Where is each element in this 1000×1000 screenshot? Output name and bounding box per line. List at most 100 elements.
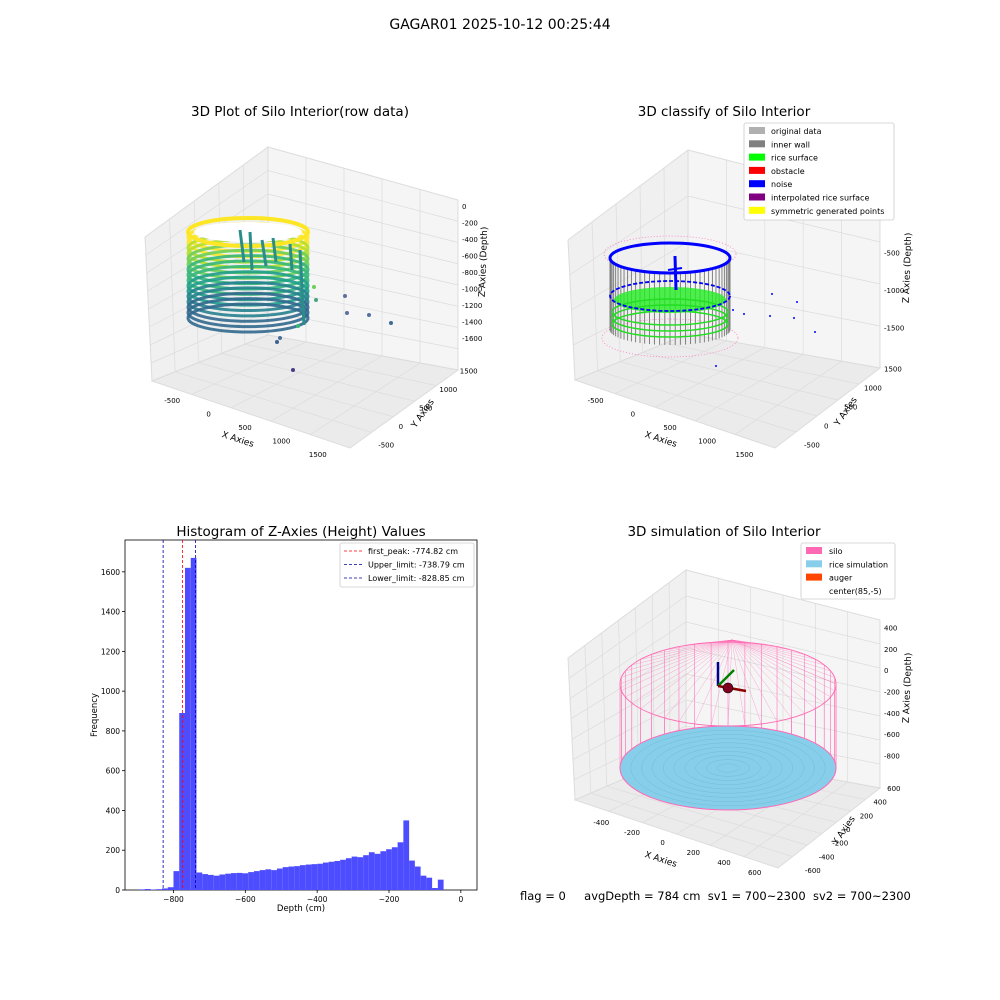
silo-roof-line	[664, 639, 733, 719]
histogram-bar	[420, 875, 427, 890]
legend-label: obstacle	[771, 167, 805, 176]
ring-band	[186, 302, 310, 334]
tick-label: -500	[588, 397, 604, 405]
silo-roof-line	[731, 639, 792, 719]
rice-mesh-ring	[695, 755, 761, 781]
rice-mesh-ring	[630, 730, 826, 807]
silo-simulation	[619, 639, 837, 811]
histogram-bar	[345, 858, 352, 890]
legend: first_peak: -774.82 cm Upper_limit: -738.…	[339, 542, 475, 588]
histogram-bar	[276, 868, 283, 890]
grid-line	[694, 180, 804, 422]
axis-title: 3D simulation of Silo Interior	[627, 524, 821, 540]
histogram-bar	[299, 865, 306, 890]
tick-label: 600	[887, 785, 900, 793]
noise-point	[793, 317, 795, 319]
reference-lines	[162, 540, 196, 890]
silo-roof-line	[731, 639, 816, 709]
silo-roof-line	[731, 639, 835, 691]
legend-label: Upper_limit: -738.79 cm	[368, 561, 465, 570]
tick-label: 1600	[101, 568, 120, 577]
tick-label: 0	[824, 423, 828, 431]
panel-classify-3d: 3D classify of Silo Interior -500 0 500 100…	[567, 104, 914, 459]
tick-label: 400	[106, 806, 121, 815]
tick-label: 200	[884, 646, 897, 654]
histogram-bar	[202, 874, 208, 890]
z-axis-label: Z Axies (Depth)	[902, 653, 914, 724]
tick-label: 500	[844, 404, 857, 412]
y-tick-labels: -500 0 500 1000 1500	[378, 367, 477, 449]
tick-label: 1400	[101, 608, 120, 617]
tick-label: 600	[106, 767, 121, 776]
tick-label: -500	[164, 397, 180, 405]
x-tick-labels: −800 −600 −400 −200 0	[163, 890, 463, 904]
x-axis-label: Depth (cm)	[277, 904, 325, 914]
legend-label: symmetric generated points	[771, 207, 884, 216]
tick-label: 1000	[439, 386, 457, 394]
histogram-bar	[397, 842, 404, 890]
tick-label: -400	[819, 853, 835, 861]
tick-label: −200	[379, 895, 400, 904]
grid-line	[231, 168, 345, 409]
histogram-bar	[184, 567, 191, 890]
legend-swatch	[749, 140, 765, 148]
histogram-bar	[156, 889, 162, 890]
tick-label: 400	[873, 799, 886, 807]
noise-point	[743, 313, 745, 315]
histogram-bar	[322, 862, 329, 890]
grid-line	[150, 311, 459, 364]
grid-line	[145, 170, 459, 256]
tick-label: −800	[163, 895, 184, 904]
histogram-bar	[213, 875, 220, 890]
legend-swatch	[749, 153, 765, 161]
outlier-point	[389, 321, 393, 325]
noise-rim	[608, 241, 732, 275]
scatter-outlier-points	[275, 285, 393, 372]
histogram-bar	[317, 863, 323, 890]
noise-point	[732, 309, 734, 311]
symmetric-ring	[603, 235, 737, 273]
legend-label: auger	[829, 574, 853, 583]
noise-point	[814, 331, 816, 333]
center-marker	[722, 682, 734, 694]
outlier-point	[314, 298, 318, 302]
histogram-bar	[161, 888, 168, 890]
tick-label: 500	[419, 405, 432, 413]
rice-mesh-ring	[717, 763, 740, 773]
silo-roof-line	[640, 639, 733, 709]
tick-label: -500	[804, 442, 820, 450]
legend-swatch	[749, 180, 765, 188]
silo-roof-line	[731, 639, 778, 722]
z-tick-labels: 0-500-1000-1500	[884, 212, 904, 333]
opening	[194, 222, 302, 242]
ring-band	[186, 297, 310, 329]
top-rim	[186, 216, 310, 248]
silo-roof-line	[694, 639, 733, 725]
tick-label: 0	[660, 839, 664, 847]
histogram-bar	[265, 869, 272, 890]
silo-roof-line	[625, 639, 733, 672]
tick-label: 0	[631, 410, 635, 418]
legend: original data inner wall rice surface obsta…	[743, 122, 895, 221]
silo-roof-line	[621, 639, 733, 691]
z-tick-labels: 400 200 0 -200 -400 -600 -800	[884, 625, 900, 761]
histogram-bar	[196, 872, 203, 890]
tick-label: 1500	[884, 366, 902, 374]
histogram-bar	[334, 860, 341, 890]
outlier-point	[312, 285, 316, 289]
x-axis-label: X Axies	[643, 430, 678, 450]
legend-label: rice surface	[771, 154, 818, 163]
histogram-bar	[380, 851, 387, 890]
ring-band	[186, 286, 310, 318]
tick-label: −600	[235, 895, 256, 904]
tick-label: -1500	[884, 324, 904, 332]
x-axis-label: X Axies	[643, 850, 678, 870]
rice-mesh-ring	[706, 759, 750, 777]
classified-point-cloud	[601, 235, 816, 367]
tick-label: −400	[307, 895, 328, 904]
tick-label: -1200	[462, 302, 482, 310]
legend-swatch	[806, 560, 822, 568]
ring-band	[186, 281, 310, 312]
